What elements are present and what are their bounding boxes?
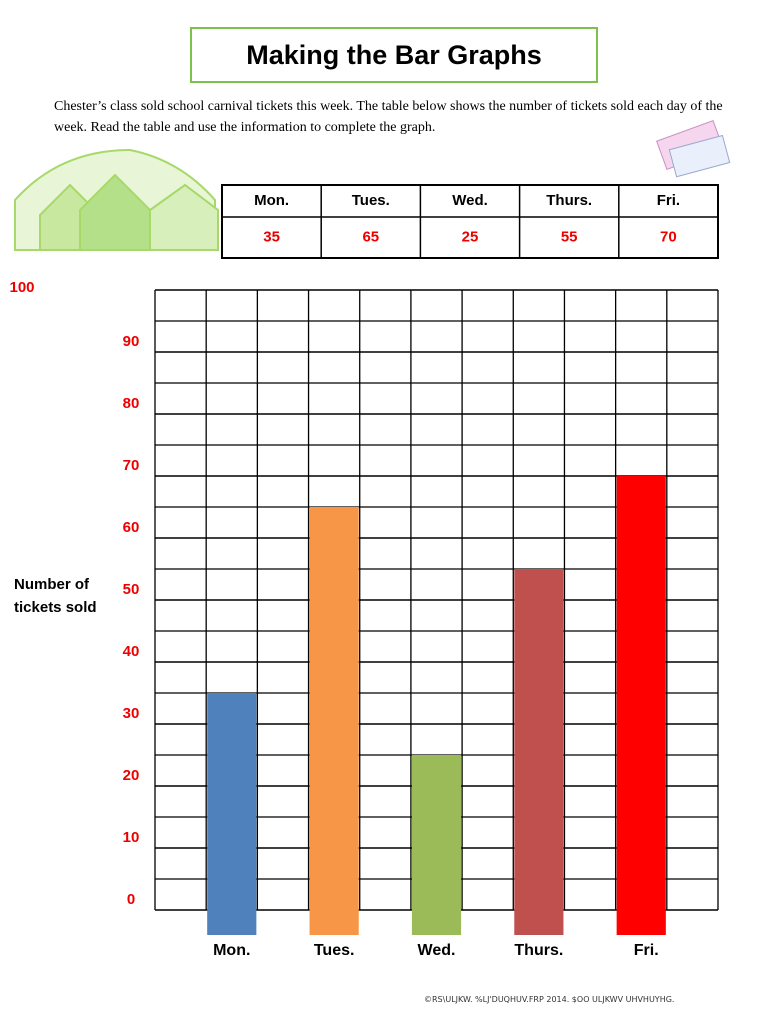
footer: ©RS\ULJKW. %LJ'DUQHUV.FRP 2014. $OO ULJK… [424,995,675,1004]
table-header: Fri. [657,192,680,209]
x-tick-label: Fri. [634,942,659,959]
y-tick-label: 40 [123,643,140,660]
bar [411,755,462,935]
x-tick-label: Mon. [213,942,250,959]
y-tick-label: 0 [127,891,135,908]
table-value: 35 [263,228,280,245]
x-tick-label: Tues. [314,942,355,959]
ticket-illustration [656,120,731,178]
y-tick-label: 60 [123,519,140,536]
bar [616,476,666,935]
y-tick-label: 10 [123,829,140,846]
page-title: Making the Bar Graphs [190,27,598,83]
y-tick-label: 80 [123,395,140,412]
table-header: Wed. [452,192,488,209]
y-tick-label: 20 [123,767,140,784]
bar [309,507,359,935]
x-tick-label: Wed. [418,942,456,959]
table-value: 55 [561,228,578,245]
y-tick-label: 100 [9,279,34,296]
table-border [221,184,719,259]
instructions: Chester’s class sold school carnival tic… [54,99,723,135]
table-value: 25 [462,228,479,245]
table-header: Mon. [254,192,289,209]
carnival-illustration [14,148,219,251]
bar [207,693,257,935]
table-value: 70 [660,228,677,245]
y-tick-label: 70 [123,457,140,474]
table-header: Thurs. [546,192,592,209]
y-tick-label: 90 [123,333,140,350]
table-value: 65 [362,228,379,245]
bar [514,569,564,935]
y-tick-label: 30 [123,705,140,722]
y-tick-label: 50 [123,581,140,598]
x-tick-label: Thurs. [514,942,563,959]
y-axis-label: Number of tickets sold [14,576,97,616]
table-header: Tues. [352,192,390,209]
